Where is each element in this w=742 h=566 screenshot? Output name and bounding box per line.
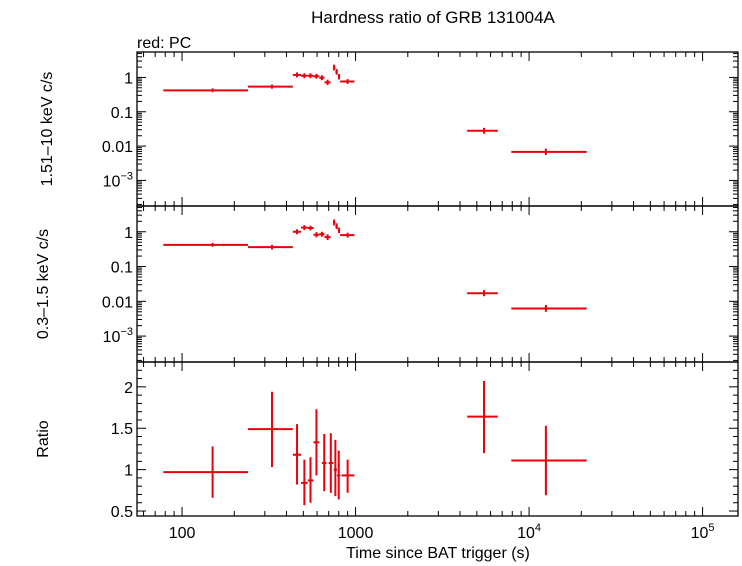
x-tick-label: 1000 [338,525,374,542]
x-tick-labels: 100 1000 104 105 [169,522,715,542]
data-point [324,79,331,86]
y-tick-label: 10−3 [103,326,133,346]
data-point [511,425,587,496]
panel-ratio: 0.5 1 1.5 2 Ratio [35,361,739,521]
panel-soft-frame [136,205,739,363]
data-point [340,232,355,238]
data-point [321,434,327,492]
data-point [333,439,338,497]
data-point [332,64,336,71]
data-point [292,72,302,78]
chart-panels: 1 0.1 0.01 10−3 1.51–10 keV c/s 1 0.1 0.01 10−3 0… [35,51,739,542]
data-point [467,127,498,134]
data-point [467,381,498,454]
data-point [292,424,302,485]
data-point [163,242,249,247]
data-point [163,446,249,498]
y-tick-label: 2 [124,380,133,397]
data-point [301,225,308,231]
data-point [313,232,320,238]
data-point [335,223,338,229]
data-point [511,148,587,156]
y-axis-label-soft: 0.3–1.5 keV c/s [35,229,52,339]
data-point [292,229,302,235]
data-point [335,69,338,75]
data-point [301,73,308,79]
y-tick-label: 0.5 [111,504,133,521]
chart-annotation: red: PC [137,35,191,52]
data-point [467,290,498,297]
y-axis-label-hard: 1.51–10 keV c/s [39,72,56,187]
data-point [307,225,314,231]
y-tick-label: 0.1 [111,260,133,277]
y-tick-label: 10−3 [103,170,133,190]
data-point [307,73,314,79]
data-point [319,231,325,237]
data-point [337,227,341,234]
y-tick-label: 1 [124,463,133,480]
y-tick-label: 0.01 [102,139,133,156]
data-point [313,409,320,476]
x-tick-label: 105 [691,522,715,542]
data-point [341,459,355,493]
data-point [307,457,314,503]
y-tick-label: 1 [124,70,133,87]
data-point [319,75,325,81]
panel-hard: 1 0.1 0.01 10−3 1.51–10 keV c/s [39,51,739,207]
data-point [248,244,293,250]
data-point [324,234,331,240]
chart-title: Hardness ratio of GRB 131004A [311,8,555,27]
y-axis-label-ratio: Ratio [35,420,52,457]
y-tick-label: 1 [124,225,133,242]
data-point [248,391,293,468]
x-tick-label: 104 [517,522,541,542]
data-point [337,450,341,500]
data-point [163,88,249,93]
y-tick-label: 0.1 [111,105,133,122]
panel-hard-frame [136,51,739,207]
y-tick-label: 0.01 [102,294,133,311]
x-tick-label: 100 [169,525,196,542]
y-tick-label: 1.5 [111,421,133,438]
data-point [328,433,334,493]
data-point [248,84,293,89]
panel-soft: 1 0.1 0.01 10−3 0.3–1.5 keV c/s [35,205,739,363]
data-point [337,73,341,80]
data-point [301,459,308,506]
x-axis-label: Time since BAT trigger (s) [346,545,530,562]
data-point [511,305,587,312]
data-point [340,79,355,84]
panel-ratio-frame [136,361,739,517]
data-point [332,219,336,226]
data-point [313,73,320,79]
